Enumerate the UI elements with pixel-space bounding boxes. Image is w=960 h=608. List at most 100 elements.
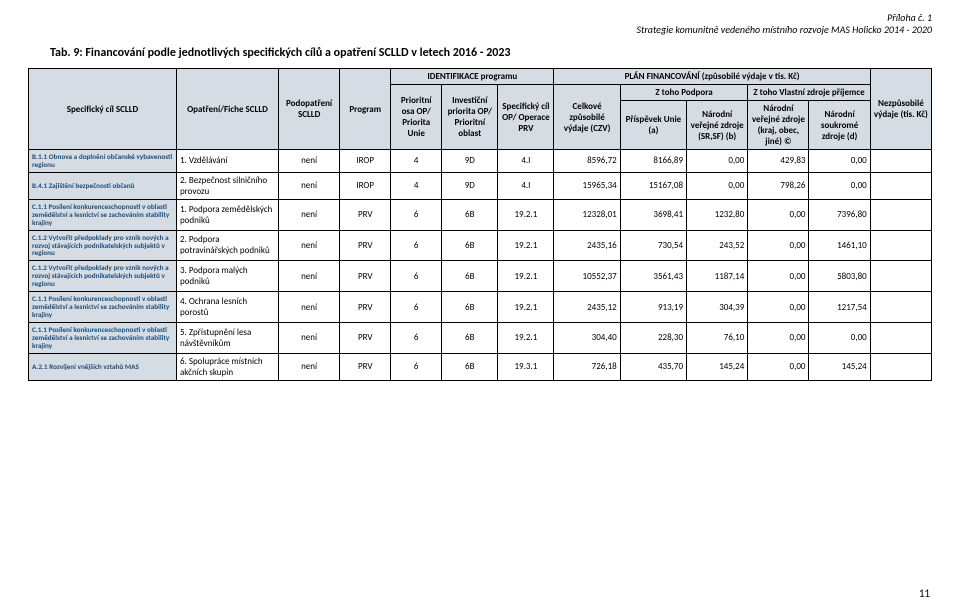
cell-srsf: 145,24 [687, 353, 748, 380]
cell-osa: 4 [391, 172, 442, 199]
cell-srsf: 1187,14 [687, 261, 748, 292]
cell-sc: 19.2.1 [498, 199, 554, 230]
col-plan: PLÁN FINANCOVÁNÍ (způsobilé výdaje v tis… [554, 69, 870, 85]
col-nezpusobile: Nezpůsobilé výdaje (tis. Kč) [870, 69, 931, 150]
page-number: 11 [919, 587, 930, 600]
cell-spec: C.1.1 Posílení konkurenceschopnosti v ob… [29, 292, 177, 323]
cell-czv: 10552,37 [554, 261, 620, 292]
cell-prog: PRV [340, 322, 391, 353]
col-podopatreni: Podopatření SCLLD [278, 69, 339, 150]
cell-nezp [870, 353, 931, 380]
cell-nezp [870, 322, 931, 353]
cell-spec: C.1.1 Posílení konkurenceschopnosti v ob… [29, 322, 177, 353]
cell-prog: PRV [340, 261, 391, 292]
cell-soukr: 0,00 [809, 150, 870, 173]
table-row: B.4.1 Zajištění bezpečnosti občanů2. Bez… [29, 172, 932, 199]
table-row: C.1.1 Posílení konkurenceschopnosti v ob… [29, 199, 932, 230]
cell-srsf: 1232,80 [687, 199, 748, 230]
cell-osa: 6 [391, 322, 442, 353]
cell-kraj: 798,26 [748, 172, 809, 199]
cell-prog: PRV [340, 199, 391, 230]
cell-soukr: 7396,80 [809, 199, 870, 230]
cell-osa: 4 [391, 150, 442, 173]
col-soukrome: Národní soukromé zdroje (d) [809, 101, 870, 150]
cell-opat: 2. Podpora potravinářských podniků [176, 230, 278, 261]
cell-opat: 2. Bezpečnost silničního provozu [176, 172, 278, 199]
cell-inv: 6B [442, 230, 498, 261]
cell-opat: 4. Ochrana lesních porostů [176, 292, 278, 323]
cell-inv: 9D [442, 150, 498, 173]
cell-unie: 913,19 [620, 292, 686, 323]
cell-czv: 2435,16 [554, 230, 620, 261]
cell-nezp [870, 199, 931, 230]
cell-nezp [870, 172, 931, 199]
cell-srsf: 0,00 [687, 150, 748, 173]
cell-spec: C.1.1 Posílení konkurenceschopnosti v ob… [29, 199, 177, 230]
cell-sc: 19.3.1 [498, 353, 554, 380]
cell-podop: není [278, 230, 339, 261]
header-strategy: Strategie komunitně vedeného místního ro… [28, 24, 932, 36]
cell-czv: 8596,72 [554, 150, 620, 173]
cell-prog: PRV [340, 230, 391, 261]
cell-opat: 1. Podpora zemědělských podniků [176, 199, 278, 230]
cell-inv: 9D [442, 172, 498, 199]
col-investicni: Investiční priorita OP/ Prioritní oblast [442, 85, 498, 150]
cell-soukr: 1461,10 [809, 230, 870, 261]
cell-kraj: 0,00 [748, 292, 809, 323]
cell-opat: 1. Vzdělávání [176, 150, 278, 173]
cell-inv: 6B [442, 353, 498, 380]
cell-sc: 4.I [498, 150, 554, 173]
table-row: C.1.1 Posílení konkurenceschopnosti v ob… [29, 292, 932, 323]
cell-unie: 3698,41 [620, 199, 686, 230]
table-row: C.1.2 Vytvořit předpoklady pro vznik nov… [29, 261, 932, 292]
cell-sc: 4.I [498, 172, 554, 199]
cell-opat: 3. Podpora malých podniků [176, 261, 278, 292]
cell-inv: 6B [442, 199, 498, 230]
table-row: C.1.2 Vytvořit předpoklady pro vznik nov… [29, 230, 932, 261]
cell-kraj: 0,00 [748, 199, 809, 230]
cell-srsf: 304,39 [687, 292, 748, 323]
cell-kraj: 0,00 [748, 322, 809, 353]
cell-unie: 435,70 [620, 353, 686, 380]
cell-sc: 19.2.1 [498, 322, 554, 353]
cell-kraj: 0,00 [748, 230, 809, 261]
col-vlastni: Z toho Vlastní zdroje příjemce [748, 85, 870, 101]
cell-srsf: 76,10 [687, 322, 748, 353]
cell-spec: C.1.2 Vytvořit předpoklady pro vznik nov… [29, 230, 177, 261]
table-row: B.1.1 Obnova a doplnění občanské vybaven… [29, 150, 932, 173]
cell-sc: 19.2.1 [498, 292, 554, 323]
cell-prog: IROP [340, 150, 391, 173]
cell-unie: 228,30 [620, 322, 686, 353]
cell-spec: B.4.1 Zajištění bezpečnosti občanů [29, 172, 177, 199]
cell-unie: 15167,08 [620, 172, 686, 199]
cell-srsf: 0,00 [687, 172, 748, 199]
cell-podop: není [278, 150, 339, 173]
financing-table: Specifický cíl SCLLD Opatření/Fiche SCLL… [28, 68, 932, 381]
cell-podop: není [278, 292, 339, 323]
cell-podop: není [278, 353, 339, 380]
cell-inv: 6B [442, 292, 498, 323]
table-title: Tab. 9: Financování podle jednotlivých s… [50, 46, 932, 60]
cell-opat: 6. Spolupráce místních akčních skupin [176, 353, 278, 380]
table-row: A.2.1 Rozvíjení vnějších vztahů MAS6. Sp… [29, 353, 932, 380]
cell-nezp [870, 261, 931, 292]
cell-soukr: 145,24 [809, 353, 870, 380]
cell-soukr: 5803,80 [809, 261, 870, 292]
cell-soukr: 0,00 [809, 172, 870, 199]
cell-nezp [870, 292, 931, 323]
cell-soukr: 0,00 [809, 322, 870, 353]
cell-prog: PRV [340, 292, 391, 323]
col-podpora: Z toho Podpora [620, 85, 748, 101]
cell-kraj: 429,83 [748, 150, 809, 173]
col-specificky-cil-op: Specifický cíl OP/ Operace PRV [498, 85, 554, 150]
cell-czv: 15965,34 [554, 172, 620, 199]
cell-podop: není [278, 261, 339, 292]
cell-nezp [870, 230, 931, 261]
cell-opat: 5. Zpřístupnění lesa návštěvníkům [176, 322, 278, 353]
col-prioritni-osa: Prioritní osa OP/ Priorita Unie [391, 85, 442, 150]
col-program: Program [340, 69, 391, 150]
cell-nezp [870, 150, 931, 173]
cell-osa: 6 [391, 353, 442, 380]
cell-spec: B.1.1 Obnova a doplnění občanské vybaven… [29, 150, 177, 173]
cell-czv: 726,18 [554, 353, 620, 380]
